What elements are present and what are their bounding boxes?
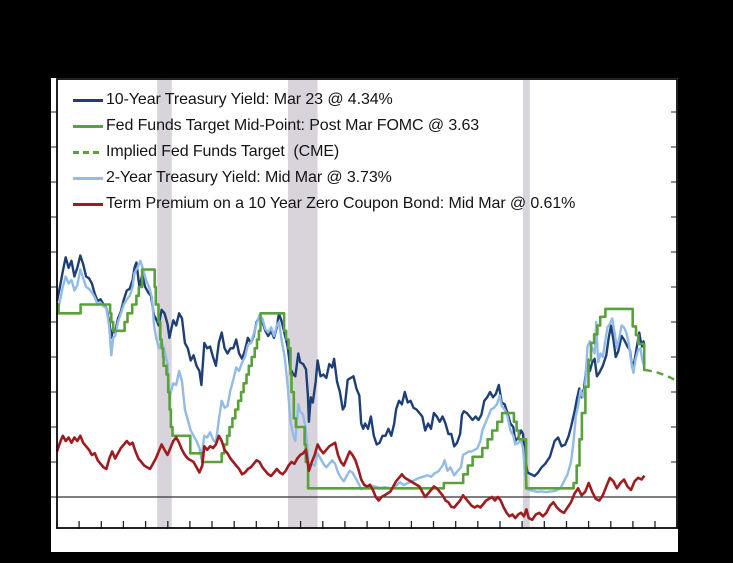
- legend: 10-Year Treasury Yield: Mar 23 @ 4.34% F…: [73, 87, 575, 217]
- legend-line-2y-icon: [73, 176, 103, 180]
- legend-label-fed-funds: Fed Funds Target Mid-Point: Post Mar FOM…: [106, 117, 480, 134]
- plot-svg: [51, 78, 678, 529]
- legend-label-2y: 2-Year Treasury Yield: Mid Mar @ 3.73%: [106, 169, 392, 186]
- chart-panel: 10-Year Treasury Yield: Mar 23 @ 4.34% F…: [51, 78, 678, 552]
- series-lines: [55, 254, 676, 522]
- legend-label-implied: Implied Fed Funds Target (CME): [106, 143, 340, 160]
- legend-label-10y: 10-Year Treasury Yield: Mar 23 @ 4.34%: [106, 91, 393, 108]
- legend-item-2y-treasury: 2-Year Treasury Yield: Mid Mar @ 3.73%: [73, 165, 575, 191]
- legend-line-10y-icon: [73, 98, 103, 102]
- legend-line-implied-dashed-icon: [73, 150, 103, 154]
- plot-border: [56, 78, 678, 529]
- legend-item-implied-fed-funds: Implied Fed Funds Target (CME): [73, 139, 575, 165]
- legend-item-fed-funds: Fed Funds Target Mid-Point: Post Mar FOM…: [73, 113, 575, 139]
- legend-line-fed-funds-icon: [73, 124, 103, 128]
- legend-label-term-premium: Term Premium on a 10 Year Zero Coupon Bo…: [106, 195, 576, 212]
- legend-item-term-premium: Term Premium on a 10 Year Zero Coupon Bo…: [73, 191, 575, 217]
- recession-bands: [157, 79, 530, 528]
- legend-line-term-premium-icon: [73, 202, 103, 206]
- legend-item-10y-treasury: 10-Year Treasury Yield: Mar 23 @ 4.34%: [73, 87, 575, 113]
